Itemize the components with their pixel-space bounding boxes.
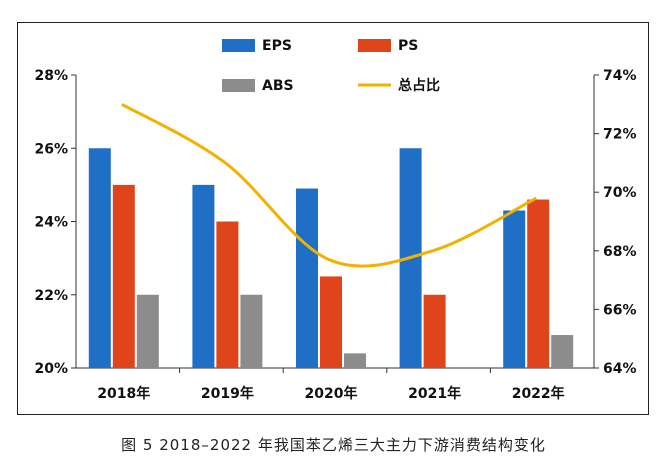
right-tick-label: 70% bbox=[603, 185, 637, 201]
bar-ps-4 bbox=[423, 294, 446, 368]
right-tick-label: 64% bbox=[603, 361, 637, 377]
x-tick-label: 2018年 bbox=[97, 385, 150, 402]
x-tick-label: 2020年 bbox=[305, 385, 358, 402]
legend-label: PS bbox=[398, 38, 418, 54]
right-tick-label: 74% bbox=[603, 68, 637, 84]
left-tick-label: 26% bbox=[34, 141, 68, 157]
left-tick-label: 28% bbox=[34, 68, 68, 84]
figure-caption: 图 5 2018–2022 年我国苯乙烯三大主力下游消费结构变化 bbox=[121, 436, 546, 454]
left-tick-label: 20% bbox=[34, 361, 68, 377]
bar-eps-2 bbox=[192, 184, 215, 368]
right-tick-label: 72% bbox=[603, 127, 637, 143]
right-tick-label: 66% bbox=[603, 302, 637, 318]
legend-swatch-ps bbox=[358, 39, 391, 52]
bar-eps-5 bbox=[503, 210, 526, 368]
bar-abs-3 bbox=[344, 353, 366, 368]
bar-ps-1 bbox=[112, 184, 135, 368]
x-tick-label: 2022年 bbox=[512, 385, 565, 402]
right-tick-label: 68% bbox=[603, 244, 637, 260]
x-tick-label: 2021年 bbox=[408, 385, 461, 402]
legend-label: EPS bbox=[262, 38, 292, 54]
x-tick-label: 2019年 bbox=[201, 385, 254, 402]
bar-abs-2 bbox=[240, 294, 263, 368]
legend-label: 总占比 bbox=[398, 77, 440, 94]
legend-swatch-abs bbox=[222, 79, 255, 92]
bar-eps-1 bbox=[88, 148, 111, 368]
bar-eps-3 bbox=[296, 188, 318, 368]
bar-ps-2 bbox=[216, 221, 239, 368]
legend-swatch-eps bbox=[222, 39, 255, 52]
line-total-share bbox=[121, 102, 537, 268]
bar-ps-3 bbox=[320, 276, 342, 368]
left-tick-label: 24% bbox=[34, 215, 68, 231]
bar-abs-1 bbox=[136, 294, 159, 368]
bar-abs-5 bbox=[551, 335, 574, 368]
left-tick-label: 22% bbox=[34, 288, 68, 304]
legend-label: ABS bbox=[262, 78, 294, 94]
bar-ps-5 bbox=[527, 199, 550, 368]
